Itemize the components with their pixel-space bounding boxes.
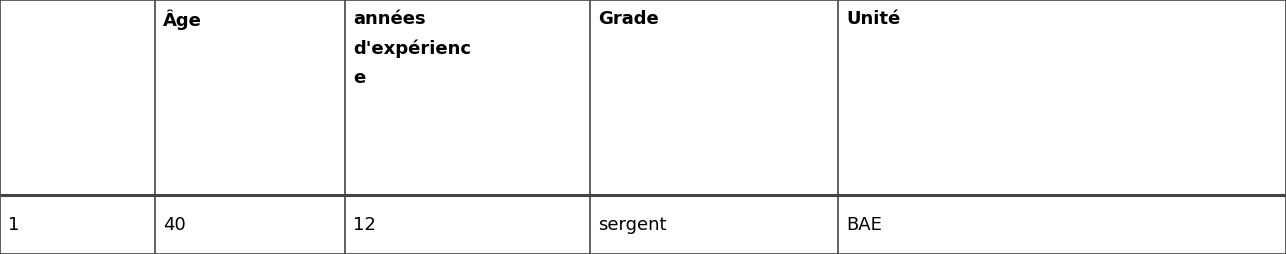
Text: BAE: BAE: [846, 215, 882, 233]
Text: années
d'expérienc
e: années d'expérienc e: [352, 10, 471, 87]
Text: 1: 1: [8, 215, 19, 233]
Text: 12: 12: [352, 215, 376, 233]
Text: Grade: Grade: [598, 10, 658, 28]
Text: Âge: Âge: [163, 10, 202, 30]
Text: sergent: sergent: [598, 215, 666, 233]
Text: Unité: Unité: [846, 10, 900, 28]
Text: 40: 40: [163, 215, 185, 233]
